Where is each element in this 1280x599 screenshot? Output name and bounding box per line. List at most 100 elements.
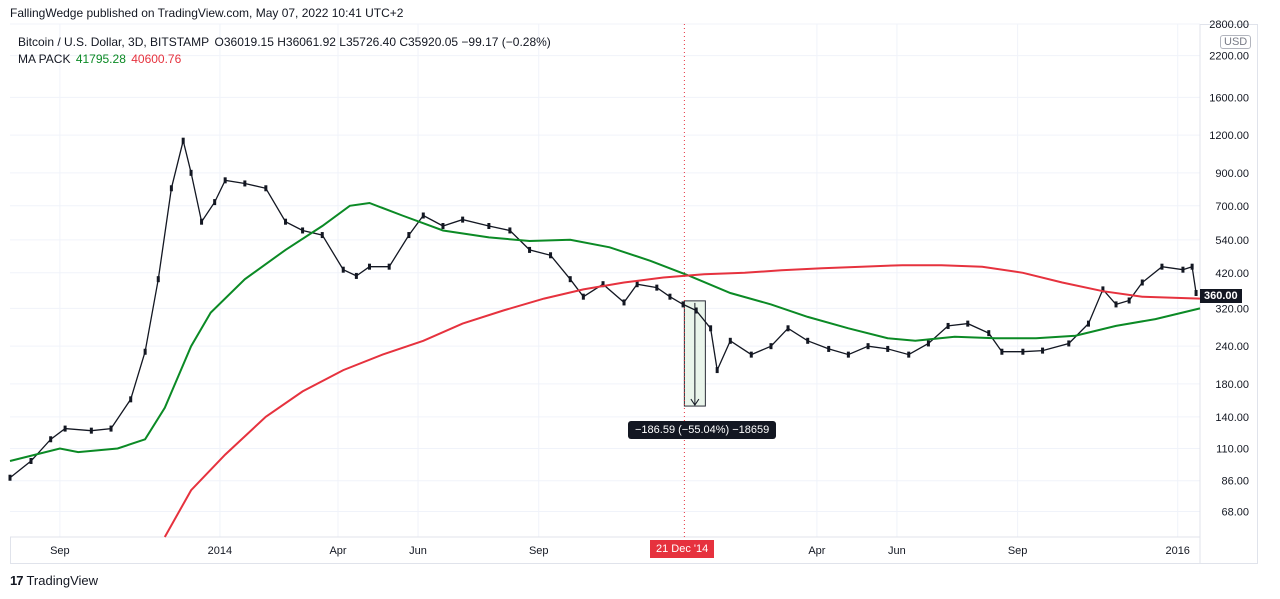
y-tick-label: 320.00 xyxy=(1215,303,1249,315)
price-candle[interactable] xyxy=(846,351,850,358)
price-candle[interactable] xyxy=(987,330,991,337)
price-candle[interactable] xyxy=(407,232,411,239)
price-candle[interactable] xyxy=(946,322,950,329)
price-candle[interactable] xyxy=(769,343,773,350)
y-tick-label: 240.00 xyxy=(1215,341,1249,353)
brand-name[interactable]: TradingView xyxy=(26,573,99,588)
price-candle[interactable] xyxy=(143,348,147,355)
price-candle[interactable] xyxy=(786,325,790,332)
price-candle[interactable] xyxy=(487,223,491,230)
price-candle[interactable] xyxy=(213,199,217,206)
price-candle[interactable] xyxy=(907,351,911,358)
x-tick-label: Apr xyxy=(808,545,825,557)
x-tick-label: Jun xyxy=(888,545,906,557)
currency-button[interactable]: USD xyxy=(1220,35,1252,49)
price-candle[interactable] xyxy=(655,284,659,291)
price-candle[interactable] xyxy=(668,293,672,300)
price-candle[interactable] xyxy=(549,252,553,259)
last-price-tag: 360.00 xyxy=(1200,289,1242,303)
price-candle[interactable] xyxy=(1127,297,1131,304)
price-candle[interactable] xyxy=(243,180,247,187)
price-candle[interactable] xyxy=(1101,286,1105,293)
symbol-name[interactable]: Bitcoin / U.S. Dollar, 3D, BITSTAMP xyxy=(18,35,210,49)
price-candle[interactable] xyxy=(709,325,713,332)
price-candle[interactable] xyxy=(8,474,12,481)
price-candle[interactable] xyxy=(1086,320,1090,327)
price-candle[interactable] xyxy=(284,218,288,225)
price-candle[interactable] xyxy=(715,367,719,374)
price-candle[interactable] xyxy=(568,276,572,283)
price-candle[interactable] xyxy=(1067,340,1071,347)
price-candle[interactable] xyxy=(1114,301,1118,308)
ma-fast-line[interactable] xyxy=(9,201,1201,462)
price-candle[interactable] xyxy=(508,227,512,234)
price-candle[interactable] xyxy=(1021,348,1025,355)
tradingview-logo-icon[interactable]: 17 xyxy=(10,573,24,588)
price-candle[interactable] xyxy=(301,227,305,234)
price-candle[interactable] xyxy=(1181,266,1185,273)
price-candle[interactable] xyxy=(354,272,358,279)
ma-slow-value: 40600.76 xyxy=(131,52,182,66)
price-candle[interactable] xyxy=(926,340,930,347)
price-candle[interactable] xyxy=(320,232,324,239)
price-candle[interactable] xyxy=(341,266,345,273)
price-candle[interactable] xyxy=(387,263,391,270)
price-candle[interactable] xyxy=(200,218,204,225)
price-candle[interactable] xyxy=(169,185,173,192)
y-tick-label: 68.00 xyxy=(1221,507,1249,519)
indicator-legend: MA PACK 41795.28 40600.76 xyxy=(18,52,183,66)
price-candle[interactable] xyxy=(223,177,227,184)
price-candle[interactable] xyxy=(728,337,732,344)
y-tick-label: 1600.00 xyxy=(1209,92,1249,104)
price-candle[interactable] xyxy=(749,351,753,358)
indicator-name[interactable]: MA PACK xyxy=(18,52,71,66)
y-tick-label: 700.00 xyxy=(1215,201,1249,213)
y-tick-label: 900.00 xyxy=(1215,168,1249,180)
price-candle[interactable] xyxy=(1160,263,1164,270)
price-candle[interactable] xyxy=(694,307,698,314)
price-candle[interactable] xyxy=(581,293,585,300)
price-candle[interactable] xyxy=(1194,289,1198,296)
x-tick-label: 2016 xyxy=(1165,545,1189,557)
price-candle[interactable] xyxy=(1041,347,1045,354)
price-candle[interactable] xyxy=(866,343,870,350)
price-candle[interactable] xyxy=(49,436,53,443)
price-candle[interactable] xyxy=(63,425,67,432)
price-candle[interactable] xyxy=(421,212,425,219)
price-candle[interactable] xyxy=(635,281,639,288)
y-tick-label: 86.00 xyxy=(1221,476,1249,488)
price-candle[interactable] xyxy=(181,137,185,144)
price-candle[interactable] xyxy=(601,281,605,288)
price-candle[interactable] xyxy=(622,299,626,306)
price-candle[interactable] xyxy=(156,276,160,283)
price-candle[interactable] xyxy=(1140,279,1144,286)
price-candle[interactable] xyxy=(441,223,445,230)
price-candle[interactable] xyxy=(827,345,831,352)
price-candle[interactable] xyxy=(129,396,133,403)
y-tick-label: 2200.00 xyxy=(1209,51,1249,63)
x-tick-label: Sep xyxy=(50,545,70,557)
price-candle[interactable] xyxy=(29,457,33,464)
price-candle[interactable] xyxy=(528,246,532,253)
plot-area[interactable] xyxy=(10,24,1200,537)
ohlc-values: O36019.15 H36061.92 L35726.40 C35920.05 … xyxy=(214,35,551,49)
price-candle[interactable] xyxy=(966,320,970,327)
price-candle[interactable] xyxy=(1190,263,1194,270)
x-tick-label: Apr xyxy=(329,545,346,557)
price-line[interactable] xyxy=(9,140,1197,479)
price-candle[interactable] xyxy=(886,345,890,352)
symbol-legend: Bitcoin / U.S. Dollar, 3D, BITSTAMP O360… xyxy=(18,35,553,49)
price-candle[interactable] xyxy=(264,185,268,192)
price-candle[interactable] xyxy=(461,216,465,223)
y-tick-label: 540.00 xyxy=(1215,235,1249,247)
price-candle[interactable] xyxy=(109,425,113,432)
ma-slow-line[interactable] xyxy=(163,264,1201,538)
price-candle[interactable] xyxy=(806,337,810,344)
price-candle[interactable] xyxy=(189,169,193,176)
price-candle[interactable] xyxy=(89,427,93,434)
price-candle[interactable] xyxy=(1000,348,1004,355)
price-candle[interactable] xyxy=(681,301,685,308)
price-candle[interactable] xyxy=(367,263,371,270)
y-tick-label: 2800.00 xyxy=(1209,19,1249,31)
